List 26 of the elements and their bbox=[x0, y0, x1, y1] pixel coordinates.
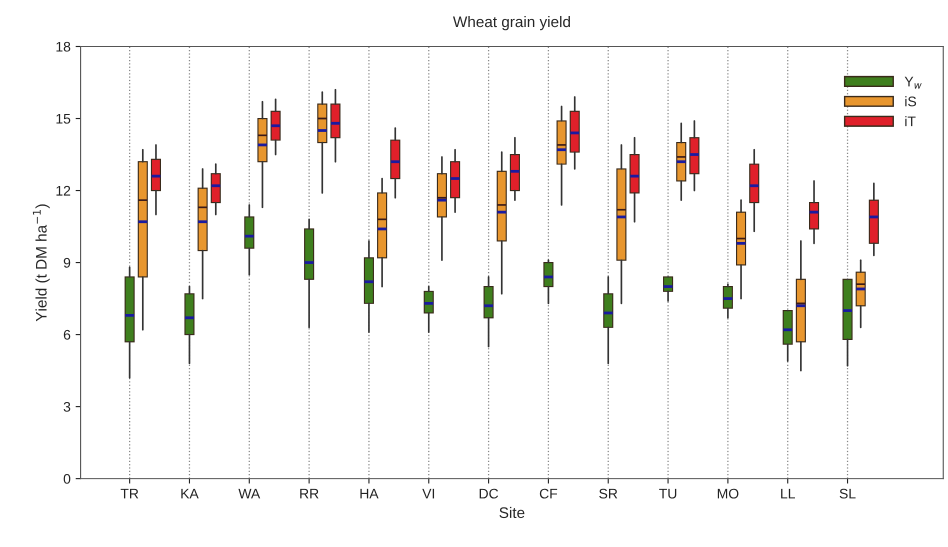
y-tick-label: 3 bbox=[64, 402, 70, 412]
y-tick-label: 0 bbox=[64, 474, 70, 484]
y-tick-label: 12 bbox=[56, 186, 70, 196]
x-tick-label: LL bbox=[781, 488, 795, 498]
x-tick-label: TU bbox=[659, 488, 676, 499]
chart-title: Wheat grain yield bbox=[452, 16, 570, 30]
x-tick-label: CF bbox=[540, 488, 558, 499]
x-tick-label: DC bbox=[480, 488, 498, 499]
x-axis-title: Site bbox=[499, 506, 524, 518]
x-tick-label: MO bbox=[718, 488, 738, 499]
y-tick-label: 6 bbox=[64, 330, 70, 340]
y-tick-label: 18 bbox=[56, 42, 70, 52]
x-tick-label: TR bbox=[120, 488, 138, 498]
legend-label: iS bbox=[905, 96, 916, 106]
legend-label: iT bbox=[905, 116, 916, 126]
legend-label: Y$_{w}$ bbox=[904, 76, 922, 89]
x-tick-label: SL bbox=[840, 488, 856, 499]
y-tick-label: 15 bbox=[56, 114, 70, 124]
x-tick-label: HA bbox=[360, 488, 379, 498]
x-tick-label: VI bbox=[422, 488, 434, 498]
y-tick-label: 9 bbox=[64, 258, 70, 268]
x-tick-label: WA bbox=[238, 488, 260, 498]
x-tick-label: SR bbox=[599, 488, 618, 499]
x-tick-label: RR bbox=[300, 488, 318, 498]
y-axis-title: Yield (t DM ha$^{−1}$) bbox=[32, 204, 50, 322]
x-tick-label: KA bbox=[181, 488, 199, 498]
